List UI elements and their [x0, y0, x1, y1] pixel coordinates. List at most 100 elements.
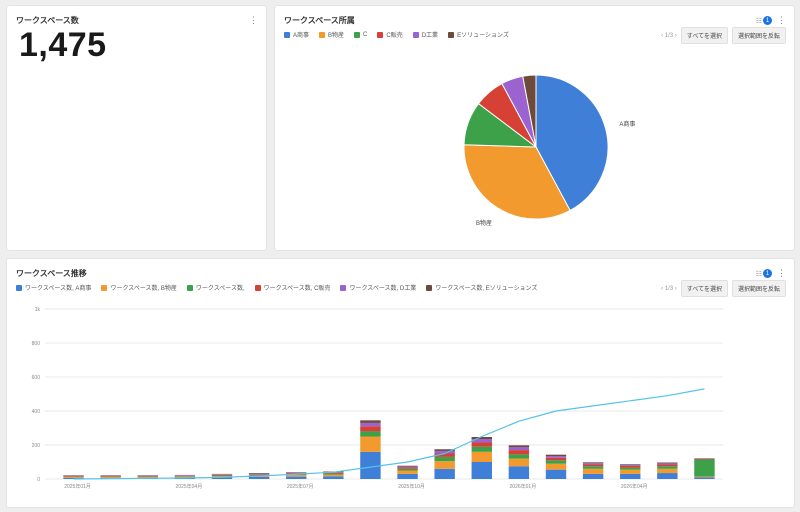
bar-segment[interactable] [508, 450, 530, 455]
bar-segment[interactable] [471, 439, 492, 443]
bar-segment[interactable] [694, 476, 715, 478]
legend-item[interactable]: C販売 [377, 30, 403, 39]
bar-segment[interactable] [582, 462, 604, 464]
bar-segment[interactable] [657, 464, 678, 467]
bar-segment[interactable] [508, 466, 530, 479]
bar-segment[interactable] [434, 449, 455, 451]
bar-segment[interactable] [545, 457, 567, 461]
bar-segment[interactable] [397, 468, 418, 471]
bar-segment[interactable] [657, 462, 678, 464]
bar-segment[interactable] [211, 474, 233, 475]
more-options-icon[interactable]: ⋮ [249, 15, 258, 25]
bar-segment[interactable] [100, 475, 121, 477]
bar-segment[interactable] [657, 468, 678, 474]
bar-segment[interactable] [694, 477, 715, 479]
bar-segment[interactable] [248, 473, 270, 475]
bar-segment[interactable] [174, 476, 196, 477]
bar-segment[interactable] [620, 464, 641, 466]
bar-segment[interactable] [63, 476, 84, 478]
more-options-icon[interactable]: ⋮ [777, 268, 786, 278]
select-all-button[interactable]: すべてを選択 [680, 27, 728, 44]
pie-slice[interactable] [522, 74, 537, 148]
bar-segment[interactable] [248, 476, 270, 479]
bar-segment[interactable] [434, 453, 455, 457]
bar-segment[interactable] [434, 450, 455, 454]
legend-item[interactable]: Eソリューションズ [448, 30, 509, 39]
bar-segment[interactable] [508, 454, 530, 459]
bar-segment[interactable] [434, 468, 455, 479]
bar-segment[interactable] [582, 464, 604, 467]
bar-segment[interactable] [508, 447, 530, 451]
bar-segment[interactable] [174, 476, 196, 478]
filter-icon[interactable]: ☷ 1 [756, 16, 772, 25]
bar-segment[interactable] [286, 472, 307, 474]
bar-segment[interactable] [397, 465, 418, 467]
bar-segment[interactable] [174, 475, 196, 477]
bar-segment[interactable] [137, 477, 158, 478]
bar-segment[interactable] [248, 474, 270, 476]
bar-segment[interactable] [620, 467, 641, 470]
bar-segment[interactable] [471, 446, 492, 452]
bar-segment[interactable] [248, 474, 270, 475]
bar-segment[interactable] [545, 460, 567, 464]
legend-item[interactable]: A商事 [284, 30, 309, 39]
bar-segment[interactable] [286, 475, 307, 477]
bar-segment[interactable] [582, 466, 604, 469]
pie-slice[interactable] [463, 144, 571, 220]
bar-segment[interactable] [582, 463, 604, 465]
bar-segment[interactable] [620, 469, 641, 474]
bar-segment[interactable] [545, 463, 567, 470]
pie-slice[interactable] [535, 74, 609, 212]
bar-segment[interactable] [100, 476, 121, 478]
bar-segment[interactable] [657, 463, 678, 465]
bar-segment[interactable] [360, 431, 381, 437]
bar-segment[interactable] [323, 473, 344, 475]
more-options-icon[interactable]: ⋮ [777, 15, 786, 25]
bar-segment[interactable] [434, 461, 455, 469]
bar-segment[interactable] [137, 476, 158, 477]
bar-segment[interactable] [323, 472, 344, 474]
legend-item[interactable]: ワークスペース数, B物産 [101, 283, 177, 292]
bar-segment[interactable] [286, 476, 307, 479]
legend-item[interactable]: ワークスペース数, D工業 [340, 283, 416, 292]
legend-item[interactable]: D工業 [412, 30, 438, 39]
bar-segment[interactable] [100, 476, 121, 477]
total-line[interactable] [73, 388, 705, 480]
invert-selection-button[interactable]: 選択範囲を反転 [731, 280, 786, 297]
bar-segment[interactable] [471, 451, 492, 462]
bar-segment[interactable] [211, 475, 233, 477]
bar-segment[interactable] [694, 458, 715, 460]
legend-item[interactable]: ワークスペース数, Eソリューションズ [426, 283, 537, 292]
bar-segment[interactable] [211, 474, 233, 476]
bar-segment[interactable] [508, 445, 530, 448]
legend-item[interactable]: B物産 [319, 30, 344, 39]
bar-segment[interactable] [323, 476, 344, 479]
select-all-button[interactable]: すべてを選択 [680, 280, 728, 297]
bar-segment[interactable] [174, 475, 196, 476]
bar-segment[interactable] [694, 459, 715, 477]
bar-segment[interactable] [397, 473, 418, 479]
bar-segment[interactable] [360, 451, 381, 479]
bar-segment[interactable] [508, 458, 530, 467]
bar-segment[interactable] [397, 467, 418, 469]
bar-segment[interactable] [620, 464, 641, 465]
bar-segment[interactable] [545, 454, 567, 457]
bar-segment[interactable] [397, 466, 418, 468]
bar-segment[interactable] [582, 468, 604, 474]
bar-segment[interactable] [545, 469, 567, 479]
filter-icon[interactable]: ☷ 1 [756, 269, 772, 278]
bar-segment[interactable] [323, 474, 344, 477]
bar-segment[interactable] [620, 473, 641, 479]
bar-segment[interactable] [397, 470, 418, 474]
bar-segment[interactable] [137, 476, 158, 478]
legend-item[interactable]: ワークスペース数, [186, 283, 245, 292]
pie-legend-pager[interactable]: ‹ 1/3 › [661, 32, 677, 39]
bar-segment[interactable] [471, 462, 492, 479]
bar-segment[interactable] [360, 426, 381, 432]
legend-item[interactable]: C [354, 31, 367, 38]
bar-segment[interactable] [434, 456, 455, 462]
bar-segment[interactable] [211, 477, 233, 479]
bar-segment[interactable] [360, 420, 381, 423]
bar-segment[interactable] [360, 436, 381, 452]
bar-segment[interactable] [137, 475, 158, 477]
